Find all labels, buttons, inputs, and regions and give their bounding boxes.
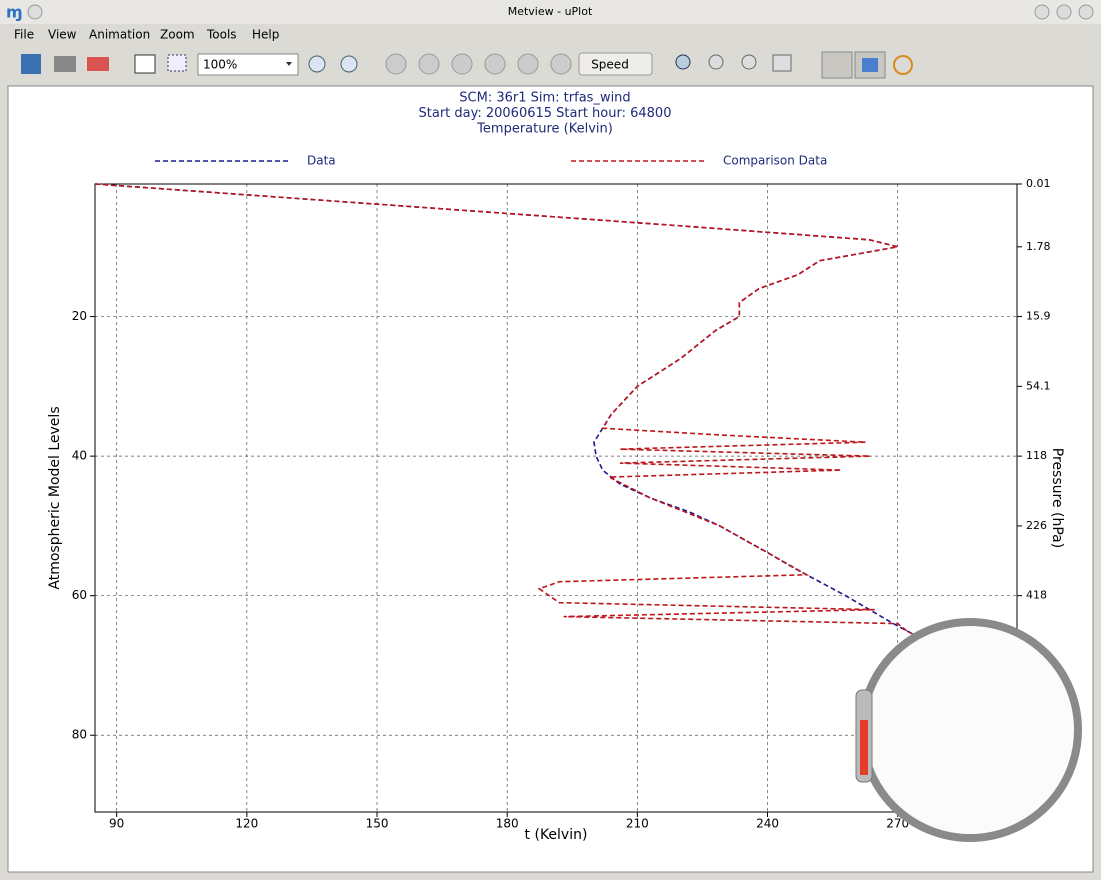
y-tick-label: 40	[72, 449, 87, 463]
y-tick-label: 60	[72, 588, 87, 602]
y2-tick-label: 15.9	[1026, 310, 1051, 323]
zoom-stack-icon[interactable]	[772, 54, 792, 72]
y-axis-label: Atmospheric Model Levels	[47, 406, 63, 589]
zoom-value: 100%	[203, 58, 237, 72]
magnifier-ring[interactable]	[858, 618, 1082, 842]
x-tick-label: 180	[496, 817, 519, 831]
legend-label: Comparison Data	[723, 154, 827, 168]
menu-item[interactable]: Tools	[206, 28, 237, 42]
y2-tick-label: 418	[1026, 589, 1047, 602]
magnify-out-icon[interactable]	[708, 54, 724, 70]
next-icon[interactable]	[484, 53, 506, 75]
chart-title: Start day: 20060615 Start hour: 64800	[419, 106, 672, 121]
menu-item[interactable]: View	[48, 28, 77, 42]
play-icon[interactable]	[385, 53, 407, 75]
x-axis-label: t (Kelvin)	[525, 827, 588, 843]
export-icon[interactable]	[87, 57, 109, 71]
x-tick-label: 120	[235, 817, 258, 831]
speed-button[interactable]	[578, 52, 653, 76]
y2-tick-label: 1.78	[1026, 240, 1051, 253]
zoom-in-icon[interactable]	[340, 55, 358, 73]
prev-icon[interactable]	[451, 53, 473, 75]
highlight-icon	[862, 58, 878, 72]
app-logo: ɱ	[6, 3, 23, 22]
y-tick-label: 80	[72, 728, 87, 742]
x-tick-label: 240	[756, 817, 779, 831]
save-icon[interactable]	[21, 54, 41, 74]
close-button[interactable]	[1078, 4, 1094, 20]
y2-axis-label: Pressure (hPa)	[1049, 448, 1065, 548]
menu-item[interactable]: File	[14, 28, 34, 42]
plot-frame	[94, 183, 1018, 813]
y2-tick-label: 118	[1026, 449, 1047, 462]
zoom-combo[interactable]	[197, 53, 299, 76]
x-tick-label: 150	[366, 817, 389, 831]
x-tick-label: 90	[109, 817, 124, 831]
zoom-out-icon[interactable]	[308, 55, 326, 73]
stop-icon[interactable]	[418, 53, 440, 75]
last-icon[interactable]	[550, 53, 572, 75]
y-tick-label: 20	[72, 309, 87, 323]
y2-tick-label: 226	[1026, 519, 1047, 532]
title-bar	[0, 0, 1101, 24]
maximize-button[interactable]	[1056, 4, 1072, 20]
magnify-in-icon[interactable]	[741, 54, 757, 70]
data-line	[94, 183, 920, 639]
speed-label: Speed	[591, 58, 629, 72]
menu-bar: File View Animation Zoom Tools Help	[14, 28, 279, 42]
magnifier-toggle[interactable]	[821, 51, 853, 79]
menu-item[interactable]: Zoom	[160, 28, 195, 42]
menu-item[interactable]: Animation	[89, 28, 150, 42]
select-icon[interactable]	[167, 54, 187, 72]
first-icon[interactable]	[517, 53, 539, 75]
print-icon[interactable]	[54, 56, 76, 72]
window-title: Metview - uPlot	[508, 5, 593, 18]
magnifier-scale	[860, 720, 868, 775]
sidebar-icon[interactable]	[134, 54, 156, 74]
combo-arrow	[286, 62, 292, 66]
cursor-icon[interactable]	[893, 55, 913, 75]
x-tick-label: 210	[626, 817, 649, 831]
y2-tick-label: 54.1	[1026, 379, 1051, 392]
y2-tick-label: 0.01	[1026, 177, 1051, 190]
minimize-button[interactable]	[1034, 4, 1050, 20]
window-menu-button[interactable]	[27, 4, 43, 20]
chart-title: SCM: 36r1 Sim: trfas_wind	[459, 91, 630, 106]
menu-item[interactable]: Help	[252, 28, 279, 42]
chart-title: Temperature (Kelvin)	[476, 122, 613, 137]
magnifier	[855, 618, 1082, 842]
legend-label: Data	[307, 154, 336, 168]
toolbar: 100% Speed	[21, 51, 913, 79]
magnify-icon[interactable]	[675, 54, 691, 70]
